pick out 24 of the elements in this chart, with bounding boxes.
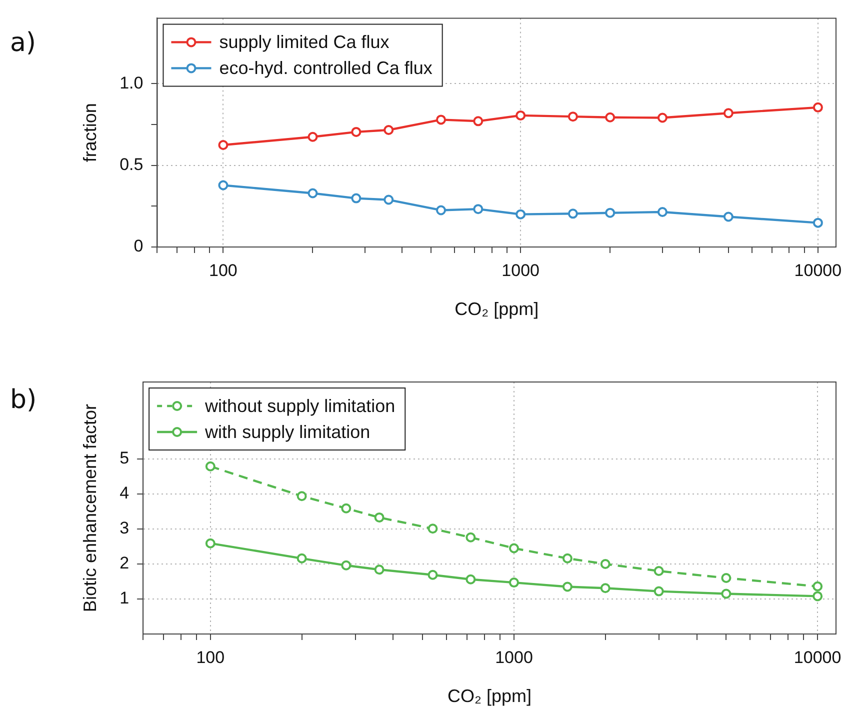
x-tick-label: 10000 [794,260,842,280]
x-axis-title: CO₂ [ppm] [448,686,532,706]
y-tick-label: 0.5 [120,154,144,174]
x-axis-title: CO₂ [ppm] [454,299,539,320]
y-tick-label: 1 [120,588,130,608]
legend-label: eco-hyd. controlled Ca flux [219,58,432,78]
y-tick-label: 1.0 [120,73,144,92]
legend-label: supply limited Ca flux [219,32,390,52]
y-axis-title: fraction [80,103,100,162]
y-tick-label: 0 [134,236,144,256]
legend-label: without supply limitation [204,396,396,416]
x-tick-label: 100 [209,260,238,280]
text: a) [10,28,36,58]
x-tick-label: 1000 [502,260,540,280]
x-tick-label: 1000 [495,648,533,667]
y-tick-label: 3 [120,518,130,538]
y-tick-label: 5 [120,448,130,468]
y-axis-title: Biotic enhancement factor [80,404,100,612]
y-tick-label: 2 [120,554,130,573]
text: b) [10,385,37,415]
legend-label: with supply limitation [204,422,370,442]
x-tick-label: 10000 [794,648,842,667]
y-tick-label: 4 [120,484,130,503]
x-tick-label: 100 [196,648,225,667]
